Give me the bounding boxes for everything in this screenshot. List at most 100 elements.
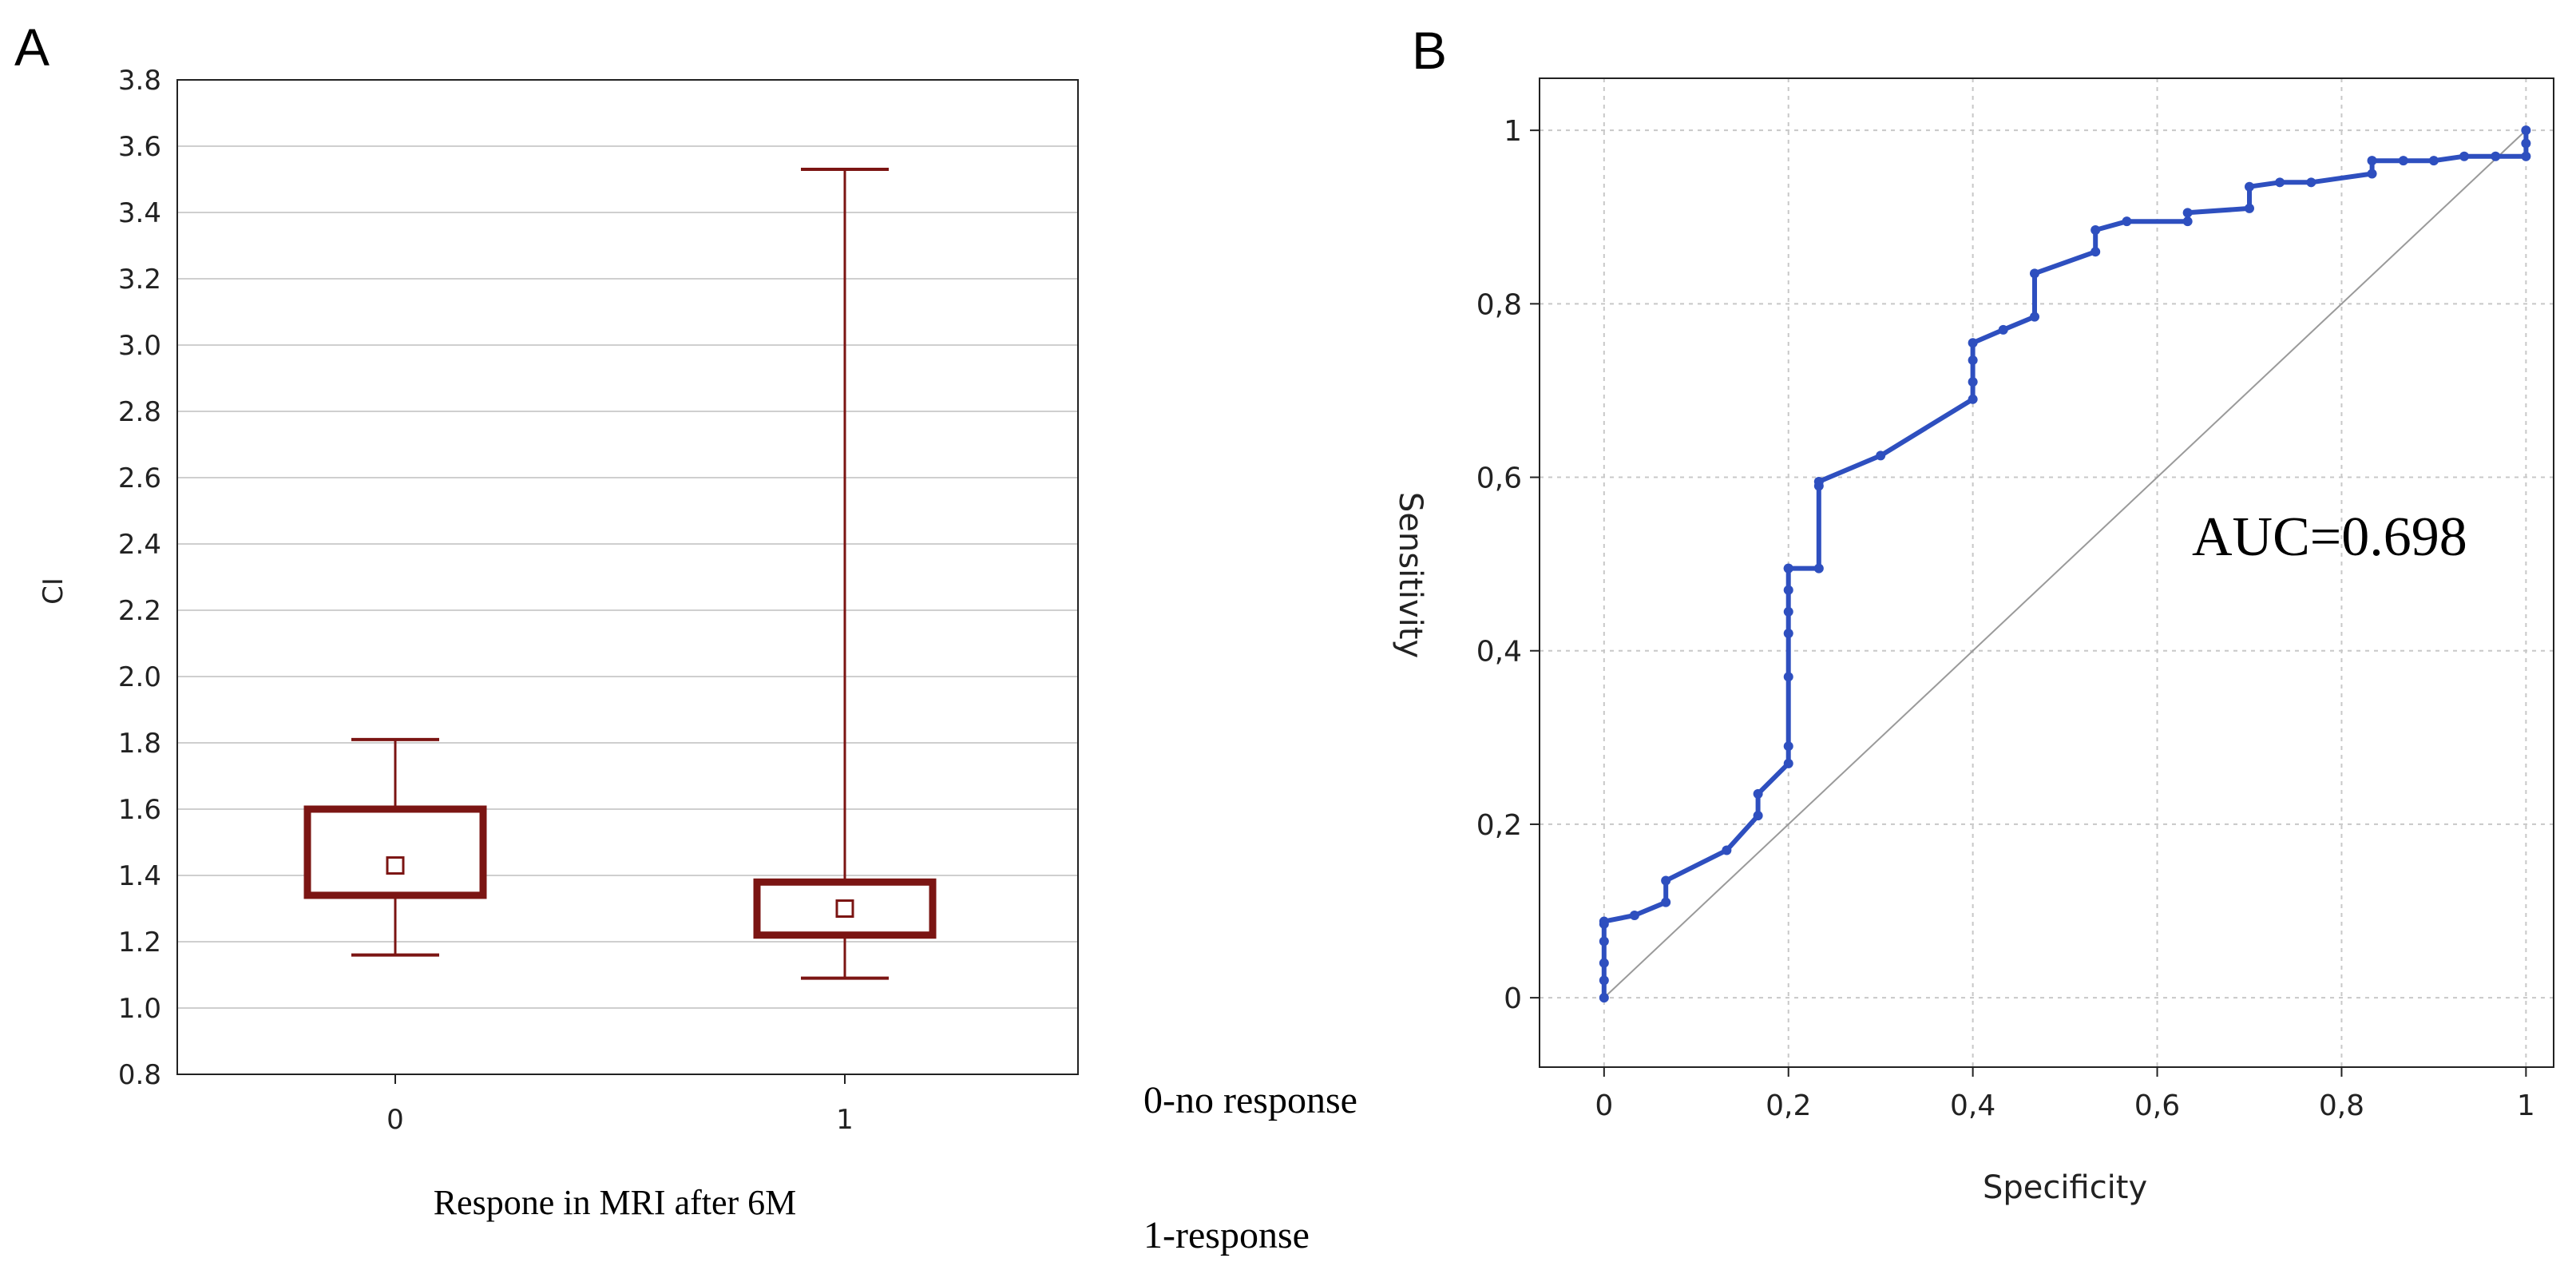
b-y-tick-label: 0,8	[1476, 288, 1522, 321]
roc-point	[2428, 156, 2439, 166]
b-x-tick-label: 0,2	[1766, 1089, 1811, 1122]
roc-point	[1968, 338, 1978, 348]
a-y-tick-label: 3.2	[118, 264, 161, 296]
roc-point	[1661, 875, 1671, 886]
roc-point	[1599, 958, 1609, 968]
a-y-tick-label: 1.4	[118, 860, 161, 892]
box-category-0	[303, 737, 487, 957]
roc-point	[2182, 208, 2193, 218]
roc-point	[1783, 563, 1793, 574]
a-y-tick-label: 2.2	[118, 595, 161, 627]
roc-point	[2245, 203, 2254, 213]
roc-point	[2521, 151, 2531, 161]
b-x-tick-label: 0,6	[2134, 1089, 2180, 1122]
roc-point	[1783, 741, 1793, 752]
reference-diagonal	[1603, 129, 2527, 998]
roc-point	[1783, 585, 1793, 595]
a-y-tick-labels: 0.8 1.0 1.2 1.4 1.6 1.8 2.0 2.2 2.4 2.6 2.8 3.0 3.2 3…	[118, 65, 161, 1091]
roc-point	[2521, 138, 2531, 149]
roc-point	[2521, 125, 2531, 136]
roc-point	[1968, 377, 1978, 387]
roc-point	[2029, 312, 2039, 322]
a-y-tick-label: 2.4	[118, 529, 161, 561]
b-y-tick-label: 0,6	[1476, 462, 1522, 495]
roc-point	[1783, 629, 1793, 639]
a-y-tick-label: 1.2	[118, 927, 161, 958]
legend-no-response: 0-no response	[1143, 1079, 1357, 1121]
b-y-tick-label: 1	[1504, 115, 1522, 148]
panel-a-label: A	[14, 18, 50, 77]
median-marker	[835, 899, 854, 918]
a-x-axis-title: Respone in MRI after 6M	[434, 1183, 797, 1222]
roc-point	[1599, 916, 1609, 927]
roc-point	[1968, 355, 1978, 365]
roc-point	[2091, 247, 2101, 257]
roc-point	[2367, 156, 2377, 166]
panel-b-label: B	[1412, 21, 1447, 80]
roc-point	[1998, 324, 2008, 335]
b-y-tick-label: 0,2	[1476, 809, 1522, 842]
a-x-tick-label: 1	[836, 1104, 854, 1136]
a-y-tick-label: 2.8	[118, 396, 161, 428]
box-category-1	[753, 168, 937, 980]
b-x-tick-label: 0,8	[2319, 1089, 2364, 1122]
roc-point	[1629, 910, 1639, 920]
a-boxes	[303, 168, 937, 980]
a-y-tick-label: 1.0	[118, 993, 161, 1025]
a-y-tick-label: 3.0	[118, 330, 161, 362]
roc-curve-panel: 0 0,2 0,4 0,6 0,8 1 0 0,2 0,4 0,6 0,8 1 Specificity…	[1392, 77, 2554, 1206]
b-y-tick-label: 0,4	[1476, 636, 1522, 669]
roc-point	[1599, 975, 1609, 986]
b-series	[1599, 125, 2531, 1003]
b-x-axis-title: Specificity	[1983, 1169, 2147, 1206]
roc-point	[1722, 845, 1732, 855]
a-y-tick-label: 1.6	[118, 794, 161, 826]
a-y-tick-label: 0.8	[118, 1059, 161, 1091]
roc-point	[1753, 811, 1763, 821]
a-gridlines	[177, 79, 1078, 1075]
roc-point	[2245, 181, 2254, 192]
b-x-tick-label: 0,4	[1950, 1089, 1995, 1122]
roc-point	[2398, 156, 2408, 166]
roc-point	[2182, 216, 2193, 227]
roc-point	[2306, 177, 2316, 188]
roc-point	[2091, 225, 2101, 236]
b-tick-labels: 0 0,2 0,4 0,6 0,8 1 0 0,2 0,4 0,6 0,8 1	[1476, 115, 2535, 1122]
roc-point	[1753, 788, 1763, 799]
roc-point	[1876, 450, 1886, 461]
b-y-axis-title: Sensitivity	[1392, 492, 1429, 658]
a-y-tick-label: 3.6	[118, 131, 161, 163]
roc-point	[1661, 897, 1671, 907]
median-marker	[386, 856, 405, 875]
roc-point	[1783, 758, 1793, 768]
a-y-tick-label: 1.8	[118, 728, 161, 760]
box-plot-panel: 0.8 1.0 1.2 1.4 1.6 1.8 2.0 2.2 2.4 2.6 2.8 3.0 3.2 3…	[38, 65, 1079, 1222]
a-y-tick-label: 3.4	[118, 197, 161, 229]
roc-point	[1813, 476, 1824, 486]
roc-point	[2459, 151, 2470, 161]
roc-point	[1599, 993, 1609, 1003]
auc-annotation: AUC=0.698	[2192, 506, 2467, 568]
roc-point	[2367, 169, 2377, 179]
a-y-tick-label: 2.0	[118, 661, 161, 693]
a-plot-frame	[176, 79, 1079, 1075]
roc-point	[2275, 177, 2285, 188]
b-x-tick-label: 1	[2517, 1089, 2535, 1122]
roc-point	[1783, 606, 1793, 617]
a-y-axis-title: CI	[38, 577, 69, 605]
a-y-tick-label: 3.8	[118, 65, 161, 97]
a-x-tick-label: 0	[386, 1104, 404, 1136]
roc-point	[1783, 672, 1793, 682]
legend-response: 1-response	[1143, 1214, 1310, 1256]
a-y-tick-label: 2.6	[118, 462, 161, 494]
roc-point	[1599, 936, 1609, 947]
b-plot-frame	[1539, 77, 2554, 1068]
b-gridlines	[1540, 78, 2554, 1067]
roc-point	[2491, 151, 2501, 161]
roc-point	[1968, 394, 1978, 404]
b-x-tick-label: 0	[1595, 1089, 1613, 1122]
roc-point	[2029, 268, 2039, 279]
roc-point	[1813, 563, 1824, 574]
